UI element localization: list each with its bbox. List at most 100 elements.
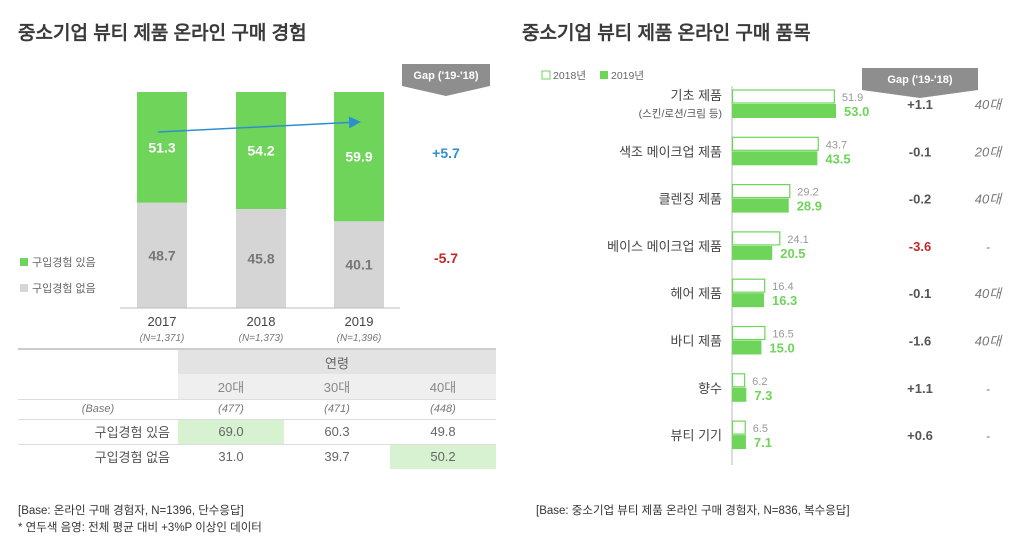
gap-header-label: Gap ('19-'18)	[413, 70, 478, 82]
base-20s: (477)	[178, 398, 284, 419]
bar-2018-cat-3	[731, 231, 781, 246]
value-2018-cat-3: 24.1	[787, 234, 808, 246]
x-tick-2018: 2018	[247, 314, 276, 329]
gap-header-box	[402, 64, 490, 96]
top-age-cat-7: -	[986, 429, 990, 443]
gap-value-cat-0: +1.1	[907, 97, 933, 112]
value-2018-cat-1: 43.7	[826, 139, 847, 151]
category-label-cat-1: 색조 메이크업 제품	[619, 144, 722, 159]
value-2019-cat-5: 15.0	[769, 341, 794, 356]
gap-header-label-right: Gap ('19-'18)	[887, 74, 952, 86]
category-label-cat-0: 기초 제품	[671, 88, 722, 103]
legend-swatch-2019	[600, 71, 608, 79]
gap-value-cat-7: +0.6	[907, 428, 933, 443]
bar-2018-cat-4	[731, 278, 766, 293]
row-yes-label: 구입경험 있음	[18, 418, 178, 444]
legend-swatch-2018	[541, 70, 551, 80]
top-age-cat-2: 40대	[975, 192, 1003, 207]
left-title: 중소기업 뷰티 제품 온라인 구매 경험	[18, 23, 307, 44]
gap-yes-value: +5.7	[432, 145, 460, 161]
legend-swatch-yes	[20, 258, 28, 266]
top-age-cat-3: -	[986, 240, 990, 254]
category-label-cat-7: 뷰티 기기	[671, 428, 722, 443]
value-2019-cat-2: 28.9	[797, 199, 822, 214]
label-yes-2017: 51.3	[148, 139, 175, 155]
cell-no-30s: 39.7	[284, 443, 390, 469]
category-label-cat-3: 베이스 메이크업 제품	[607, 239, 722, 254]
value-2018-cat-5: 16.5	[772, 329, 793, 341]
legend-label-no: 구입경험 없음	[32, 282, 96, 295]
legend-label-2018: 2018년	[553, 70, 586, 82]
col-20s: 20대	[178, 374, 284, 399]
label-no-2018: 45.8	[247, 251, 274, 267]
left-stacked-bar-chart: 51.3 48.7 2017 (N=1,371) 54.2 45.8 2018 (N=1,37…	[20, 64, 490, 344]
legend-label-2019: 2019년	[611, 70, 644, 82]
bar-2018-cat-7	[731, 420, 746, 435]
value-2019-cat-1: 43.5	[825, 151, 850, 166]
label-no-2017: 48.7	[148, 247, 175, 263]
legend-swatch-no	[20, 284, 28, 292]
col-30s: 30대	[284, 374, 390, 399]
bar-2019-cat-5	[732, 340, 762, 355]
bar-no-2018	[236, 209, 286, 308]
value-2019-cat-3: 20.5	[780, 246, 805, 261]
bar-yes-2019	[334, 92, 384, 222]
category-sublabel-cat-0: (스킨/로션/크림 등)	[639, 108, 722, 120]
base-label: (Base)	[18, 398, 178, 419]
x-sublabel-2017: (N=1,371)	[140, 333, 185, 344]
gap-value-cat-5: -1.6	[909, 334, 931, 349]
value-2018-cat-7: 6.5	[753, 423, 768, 435]
bar-2019-cat-2	[732, 198, 789, 213]
cell-no-40s: 50.2	[390, 443, 496, 469]
cell-no-20s: 31.0	[178, 443, 284, 469]
right-title: 중소기업 뷰티 제품 온라인 구매 품목	[522, 23, 811, 44]
table-corner	[18, 348, 178, 374]
bar-2019-cat-0	[732, 104, 836, 118]
top-age-cat-6: -	[986, 382, 990, 396]
age-table: 연령 20대 30대 40대 (Base) (477) (471) (448) …	[18, 348, 496, 469]
value-2019-cat-4: 16.3	[772, 293, 797, 308]
bar-2019-cat-4	[732, 293, 764, 308]
right-note-base: [Base: 중소기업 뷰티 제품 온라인 구매 경험자, N=836, 복수응…	[536, 505, 850, 517]
bar-2019-cat-6	[732, 387, 747, 402]
right-hbar-chart: 2018년 2019년 Gap ('19-'18) 51.953.0 기초 제품 (스킨/…	[541, 68, 1003, 465]
category-label-cat-6: 향수	[698, 381, 722, 396]
value-2019-cat-7: 7.1	[754, 435, 772, 450]
bar-2019-cat-7	[732, 435, 746, 450]
bar-2019-cat-1	[732, 151, 818, 166]
top-age-cat-1: 20대	[974, 144, 1003, 159]
base-30s: (471)	[284, 398, 390, 419]
value-2018-cat-0: 51.9	[842, 92, 863, 104]
cell-yes-40s: 49.8	[390, 418, 496, 444]
label-no-2019: 40.1	[345, 257, 372, 273]
bar-2018-cat-1	[731, 136, 819, 151]
bar-2018-cat-6	[731, 373, 746, 388]
trend-arrow	[157, 116, 361, 133]
age-group-header: 연령	[178, 348, 496, 374]
col-40s: 40대	[390, 374, 496, 399]
gap-value-cat-3: -3.6	[909, 239, 931, 254]
x-sublabel-2019: (N=1,396)	[337, 333, 382, 344]
value-2018-cat-4: 16.4	[772, 281, 793, 293]
bar-2018-cat-5	[731, 325, 766, 341]
category-label-cat-4: 헤어 제품	[671, 286, 722, 301]
bar-yes-2017	[137, 92, 187, 203]
gap-value-cat-2: -0.2	[909, 192, 931, 207]
value-2019-cat-6: 7.3	[754, 388, 772, 403]
top-age-cat-5: 40대	[975, 334, 1003, 349]
label-yes-2019: 59.9	[345, 149, 372, 165]
bar-no-2017	[137, 202, 187, 308]
x-sublabel-2018: (N=1,373)	[239, 333, 284, 344]
top-age-cat-4: 40대	[975, 286, 1003, 301]
gap-header-box-right	[862, 68, 978, 98]
left-note-shade: * 연두색 음영: 전체 평균 대비 +3%P 이상인 데이터	[18, 522, 262, 534]
bar-2018-cat-0	[731, 89, 835, 104]
gap-no-value: -5.7	[434, 250, 458, 266]
gap-value-cat-1: -0.1	[909, 144, 931, 159]
label-yes-2018: 54.2	[247, 143, 274, 159]
legend-label-yes: 구입경험 있음	[32, 256, 96, 269]
base-40s: (448)	[390, 398, 496, 419]
category-label-cat-5: 바디 제품	[671, 334, 722, 349]
cell-yes-20s: 69.0	[178, 418, 284, 444]
bar-yes-2018	[236, 92, 286, 210]
